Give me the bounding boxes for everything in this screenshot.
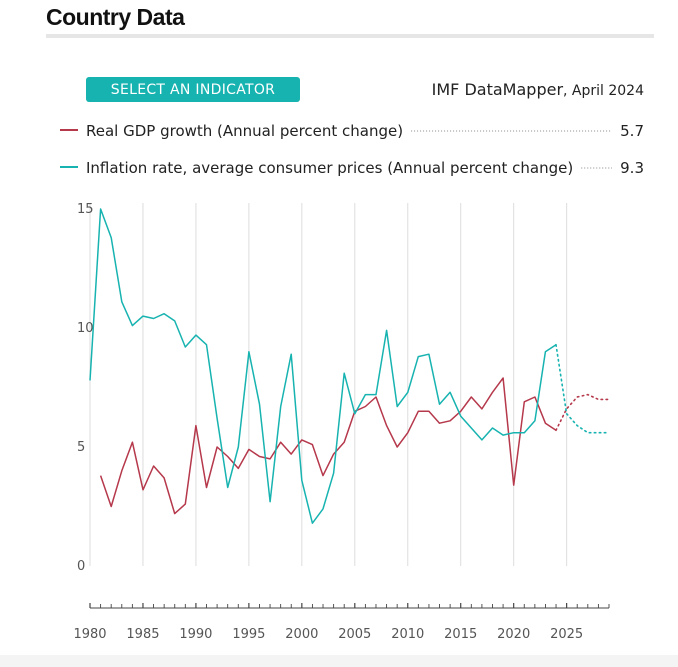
x-tick-label-2015: 2015 [444, 627, 477, 642]
y-tick-label-15: 15 [77, 202, 94, 217]
x-tick-label-1990: 1990 [179, 627, 212, 642]
x-tick-label-2010: 2010 [391, 627, 424, 642]
legend-label: Real GDP growth (Annual percent change) [86, 122, 403, 140]
legend-label: Inflation rate, average consumer prices … [86, 159, 573, 177]
y-tick-label-5: 5 [77, 440, 85, 455]
bottom-scroll-area [0, 655, 678, 667]
chart-legend: Real GDP growth (Annual percent change) 5… [60, 122, 644, 177]
x-tick-label-2020: 2020 [497, 627, 530, 642]
source-date: , April 2024 [563, 83, 644, 99]
series-projection-2[interactable] [555, 343, 610, 434]
series-projection-1[interactable] [555, 393, 610, 432]
y-tick-label-10: 10 [77, 321, 94, 336]
x-tick-label-2000: 2000 [285, 627, 318, 642]
legend-item-2[interactable]: Inflation rate, average consumer prices … [60, 159, 644, 177]
x-tick-label-1985: 1985 [126, 627, 159, 642]
x-tick-label-1980: 1980 [73, 627, 106, 642]
source-credit: IMF DataMapper, April 2024 [432, 80, 644, 99]
x-tick-label-2025: 2025 [550, 627, 583, 642]
legend-value: 5.7 [620, 122, 644, 140]
y-axis: 0 5 10 15 [77, 202, 94, 574]
source-name: IMF DataMapper [431, 80, 564, 99]
title-divider [46, 34, 654, 38]
x-tick-label-1995: 1995 [232, 627, 265, 642]
page-title: Country Data [46, 4, 185, 30]
y-tick-label-0: 0 [77, 559, 85, 574]
x-axis: 1980 1985 1990 1995 2000 2005 2010 2015 2020 2025 [73, 603, 610, 642]
select-indicator-button[interactable]: SELECT AN INDICATOR [86, 77, 300, 102]
series-line-2[interactable] [89, 208, 557, 524]
legend-value: 9.3 [620, 159, 644, 177]
chart-series [89, 208, 610, 524]
legend-item-1[interactable]: Real GDP growth (Annual percent change) 5… [60, 122, 644, 140]
series-line-1[interactable] [99, 377, 557, 515]
x-tick-label-2005: 2005 [338, 627, 371, 642]
chart-gridlines [89, 203, 568, 566]
